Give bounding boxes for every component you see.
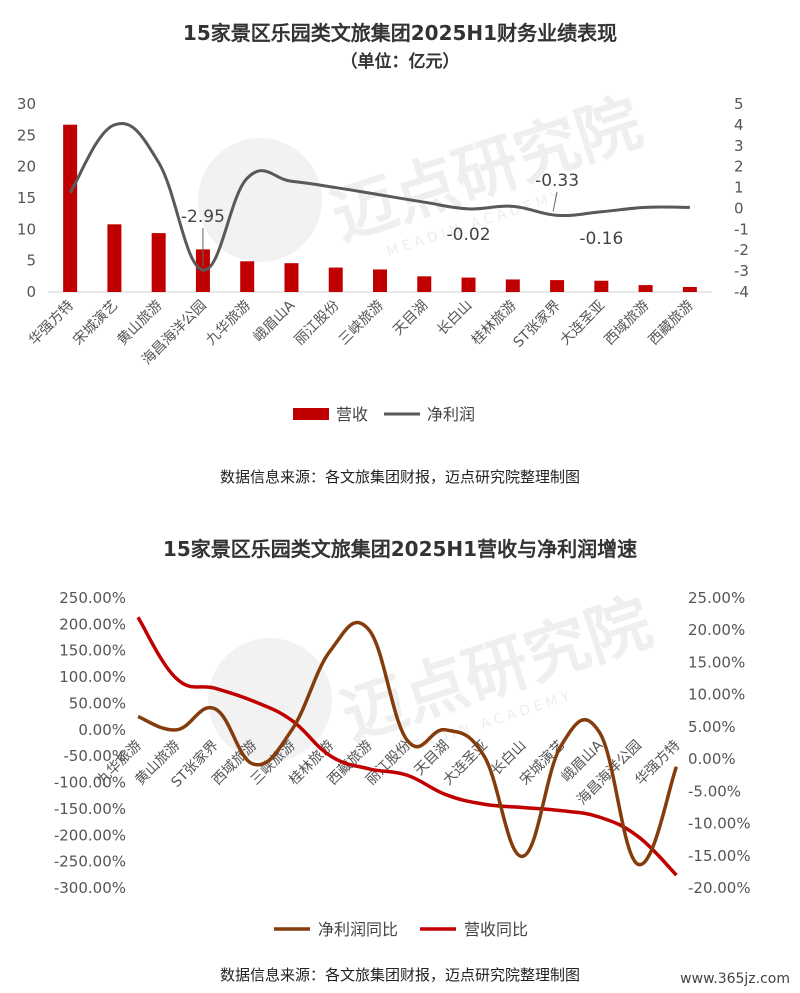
legend-revenue-swatch <box>293 408 329 420</box>
bar-revenue <box>328 267 343 292</box>
y-right-tick-label: -2 <box>734 241 749 259</box>
y-left-tick-label: 20 <box>17 158 36 176</box>
y-left-tick-label: -150.00% <box>54 800 126 818</box>
annotation-label: -0.02 <box>447 225 491 245</box>
bar-revenue <box>373 269 387 292</box>
y-right-tick-label: 10.00% <box>688 686 745 704</box>
y-right-tick-label: -5.00% <box>688 782 741 800</box>
line-net-profit-yoy <box>137 620 679 867</box>
bar-revenue <box>594 280 609 292</box>
watermark-logo-icon <box>198 138 322 262</box>
x-category-label: ST张家界 <box>510 297 564 351</box>
x-category-label: 长白山 <box>434 298 475 339</box>
bar-revenue <box>107 224 122 292</box>
y-right-tick-label: 2 <box>734 158 744 176</box>
chart-2-title: 15家景区乐园类文旅集团2025H1营收与净利润增速 <box>163 537 637 561</box>
x-category-label: 三峡旅游 <box>336 298 387 349</box>
chart-1-title: 15家景区乐园类文旅集团2025H1财务业绩表现 <box>183 21 617 45</box>
y-right-tick-label: -4 <box>734 283 749 301</box>
x-category-label: 九华旅游 <box>203 298 254 349</box>
y-left-tick-label: 100.00% <box>59 668 126 686</box>
x-category-label: 西域旅游 <box>602 298 653 349</box>
annotation-leader-line <box>552 191 558 212</box>
site-watermark: www.365jz.com <box>680 971 790 987</box>
y-right-tick-label: 0 <box>734 199 744 217</box>
y-left-tick-label: -200.00% <box>54 826 126 844</box>
y-left-tick-label: -300.00% <box>54 879 126 897</box>
y-right-tick-label: 20.00% <box>688 621 745 639</box>
bar-revenue <box>638 285 653 292</box>
chart-1-subtitle: （单位：亿元） <box>341 51 460 72</box>
bar-revenue <box>240 261 255 292</box>
y-left-tick-label: 10 <box>17 220 36 238</box>
y-right-tick-label: -10.00% <box>688 815 751 833</box>
y-left-tick-label: 0.00% <box>78 721 126 739</box>
bar-revenue <box>461 277 476 292</box>
x-category-label: 西藏旅游 <box>646 298 697 349</box>
x-category-label: 宋城演艺 <box>70 298 121 349</box>
y-left-tick-label: 0 <box>26 283 36 301</box>
chart-1-source: 数据信息来源：各文旅集团财报，迈点研究院整理制图 <box>220 468 580 486</box>
x-category-label: 天目湖 <box>390 298 431 339</box>
bar-revenue <box>284 263 299 292</box>
y-left-tick-label: 250.00% <box>59 589 126 607</box>
x-category-label: 华强方特 <box>26 298 77 349</box>
y-left-tick-label: 200.00% <box>59 615 126 633</box>
chart-2-container: 迈点研究院 MEADIN ACADEMY 15家景区乐园类文旅集团2025H1营收与… <box>0 500 800 993</box>
y-left-tick-label: -250.00% <box>54 853 126 871</box>
y-right-tick-label: 0.00% <box>688 750 736 768</box>
bar-revenue <box>417 276 432 292</box>
bar-revenue <box>505 279 520 292</box>
line-net-profit <box>68 122 690 272</box>
bar-revenue <box>550 280 565 292</box>
y-right-tick-label: -1 <box>734 220 749 238</box>
y-left-tick-label: 5 <box>26 252 36 270</box>
y-right-tick-label: 3 <box>734 137 744 155</box>
y-right-tick-label: 4 <box>734 116 744 134</box>
watermark-text: 迈点研究院 <box>333 586 660 755</box>
y-left-tick-label: -50.00% <box>63 747 126 765</box>
chart-1-container: 迈点研究院 MEADIN ACADEMY 15家景区乐园类文旅集团2025H1财务业… <box>17 21 749 486</box>
watermark-logo-icon <box>208 638 332 762</box>
legend-net-profit-label: 净利润 <box>427 405 475 424</box>
y-left-tick-label: 25 <box>17 126 36 144</box>
legend-revenue-yoy-label: 营收同比 <box>464 920 528 939</box>
bar-revenue <box>63 124 78 293</box>
y-right-tick-label: 5 <box>734 95 744 113</box>
legend-net-profit-yoy-label: 净利润同比 <box>318 920 398 939</box>
y-left-tick-label: 150.00% <box>59 642 126 660</box>
y-right-tick-label: 1 <box>734 179 744 197</box>
y-left-tick-label: 15 <box>17 189 36 207</box>
y-left-tick-label: -100.00% <box>54 774 126 792</box>
annotation-label: -0.16 <box>579 229 623 249</box>
annotation-label: -0.33 <box>535 171 579 191</box>
y-left-tick-label: 30 <box>17 95 36 113</box>
y-right-tick-label: 15.00% <box>688 653 745 671</box>
line-revenue-yoy <box>136 616 678 877</box>
y-right-tick-label: 25.00% <box>688 589 745 607</box>
y-right-tick-label: -20.00% <box>688 879 751 897</box>
y-right-tick-label: -15.00% <box>688 847 751 865</box>
x-category-label: 丽江股份 <box>292 298 343 349</box>
chart-2-source: 数据信息来源：各文旅集团财报，迈点研究院整理制图 <box>220 966 580 984</box>
x-category-label: 大连圣亚 <box>557 298 608 349</box>
legend-revenue-label: 营收 <box>336 405 368 424</box>
bar-revenue <box>682 286 697 292</box>
bar-revenue <box>151 233 166 292</box>
annotation-label: -2.95 <box>181 207 225 227</box>
y-left-tick-label: 50.00% <box>69 694 126 712</box>
y-right-tick-label: 5.00% <box>688 718 736 736</box>
y-right-tick-label: -3 <box>734 262 749 280</box>
